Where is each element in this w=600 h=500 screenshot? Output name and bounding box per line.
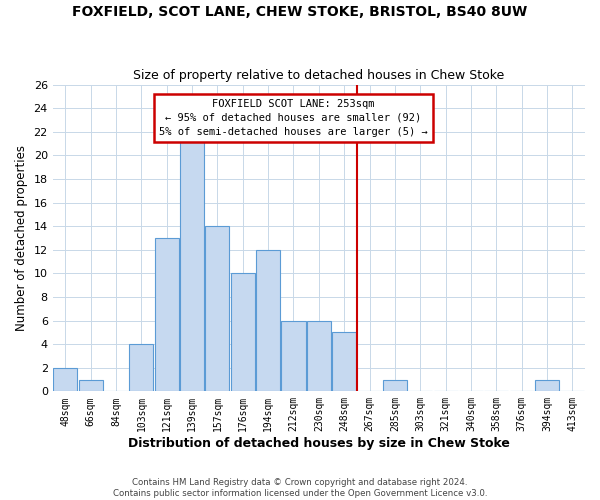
- Bar: [231, 274, 255, 392]
- X-axis label: Distribution of detached houses by size in Chew Stoke: Distribution of detached houses by size …: [128, 437, 510, 450]
- Bar: [535, 380, 559, 392]
- Text: FOXFIELD SCOT LANE: 253sqm
← 95% of detached houses are smaller (92)
5% of semi-: FOXFIELD SCOT LANE: 253sqm ← 95% of deta…: [159, 98, 428, 136]
- Bar: [205, 226, 229, 392]
- Bar: [281, 320, 305, 392]
- Bar: [53, 368, 77, 392]
- Bar: [383, 380, 407, 392]
- Bar: [155, 238, 179, 392]
- Bar: [256, 250, 280, 392]
- Bar: [307, 320, 331, 392]
- Title: Size of property relative to detached houses in Chew Stoke: Size of property relative to detached ho…: [133, 69, 505, 82]
- Y-axis label: Number of detached properties: Number of detached properties: [15, 145, 28, 331]
- Bar: [332, 332, 356, 392]
- Bar: [130, 344, 154, 392]
- Text: FOXFIELD, SCOT LANE, CHEW STOKE, BRISTOL, BS40 8UW: FOXFIELD, SCOT LANE, CHEW STOKE, BRISTOL…: [73, 5, 527, 19]
- Bar: [180, 132, 204, 392]
- Text: Contains HM Land Registry data © Crown copyright and database right 2024.
Contai: Contains HM Land Registry data © Crown c…: [113, 478, 487, 498]
- Bar: [79, 380, 103, 392]
